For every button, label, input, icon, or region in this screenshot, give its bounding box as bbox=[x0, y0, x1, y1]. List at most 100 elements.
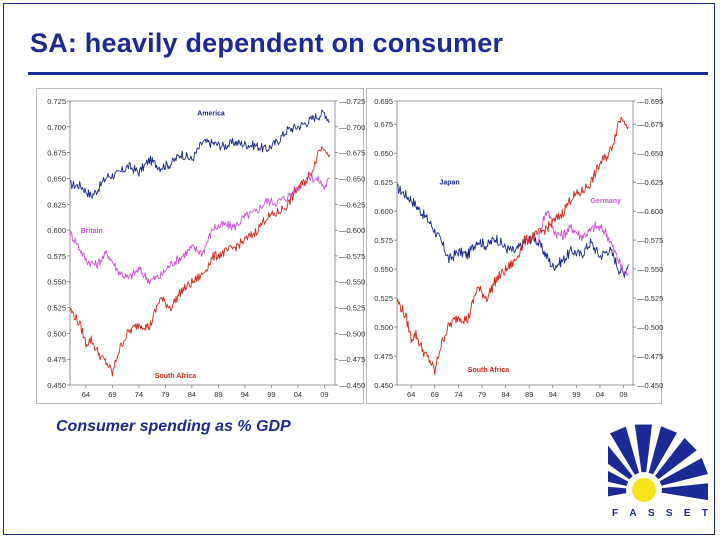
y-tick-label-left: 0.525 bbox=[374, 294, 393, 303]
logo-letter: A bbox=[629, 508, 637, 519]
logo-letter: F bbox=[612, 508, 619, 519]
logo-letter: S bbox=[647, 508, 655, 519]
y-tick-label-left: 0.500 bbox=[374, 323, 393, 332]
logo-wordmark: F A S S E T bbox=[612, 508, 708, 519]
x-tick-label: 79 bbox=[478, 390, 486, 399]
logo-ray bbox=[648, 426, 677, 475]
y-tick-label-right: —0.650 bbox=[339, 174, 365, 183]
x-tick-label: 74 bbox=[454, 390, 462, 399]
y-tick-label-right: —0.725 bbox=[339, 97, 365, 106]
plot-area bbox=[396, 100, 634, 386]
y-tick-label-left: 0.650 bbox=[374, 149, 393, 158]
logo-ray bbox=[655, 438, 697, 480]
y-tick-label-left: 0.675 bbox=[374, 120, 393, 129]
y-tick-label-left: 0.475 bbox=[374, 352, 393, 361]
fasset-logo-icon bbox=[608, 424, 708, 502]
y-tick-label-left: 0.625 bbox=[47, 200, 66, 209]
y-tick-label-right: —0.575 bbox=[637, 236, 663, 245]
y-tick-label-left: 0.550 bbox=[374, 265, 393, 274]
series-line-america bbox=[69, 109, 330, 199]
y-tick-label-left: 0.475 bbox=[47, 355, 66, 364]
y-tick-label-left: 0.725 bbox=[47, 97, 66, 106]
series-label-america: America bbox=[197, 110, 225, 117]
logo-sun bbox=[632, 478, 656, 502]
y-tick-label-left: 0.650 bbox=[47, 174, 66, 183]
x-tick-label: 94 bbox=[549, 390, 557, 399]
y-tick-label-right: —0.550 bbox=[339, 278, 365, 287]
series-line-south-africa bbox=[396, 116, 629, 376]
x-tick-label: 64 bbox=[407, 390, 415, 399]
x-tick-label: 69 bbox=[108, 390, 116, 399]
y-tick-label-right: —0.550 bbox=[637, 265, 663, 274]
y-tick-label-right: —0.525 bbox=[339, 304, 365, 313]
x-tick-label: 89 bbox=[525, 390, 533, 399]
logo-letter: T bbox=[701, 508, 708, 519]
y-tick-label-left: 0.550 bbox=[47, 278, 66, 287]
x-tick-label: 09 bbox=[320, 390, 328, 399]
y-tick-label-right: —0.600 bbox=[637, 207, 663, 216]
y-tick-label-left: 0.695 bbox=[374, 97, 393, 106]
y-tick-label-right: —0.675 bbox=[637, 120, 663, 129]
y-tick-label-left: 0.450 bbox=[374, 381, 393, 390]
logo-ray bbox=[659, 458, 708, 486]
plot-area bbox=[69, 100, 336, 386]
chart-left-svg: 0.450 0.475 0.500 0.525 0.550 0.575 0.600 0.625… bbox=[47, 97, 365, 399]
series-line-britain bbox=[69, 171, 330, 285]
y-tick-label-right: —0.625 bbox=[339, 200, 365, 209]
y-tick-label-right: —0.450 bbox=[339, 381, 365, 390]
x-tick-label: 64 bbox=[82, 390, 90, 399]
y-tick-label-left: 0.575 bbox=[47, 252, 66, 261]
x-tick-label: 04 bbox=[294, 390, 302, 399]
y-tick-label-right: —0.695 bbox=[637, 97, 663, 106]
series-label-south-africa: South Africa bbox=[155, 373, 196, 380]
y-tick-label-left: 0.625 bbox=[374, 178, 393, 187]
y-tick-label-right: —0.625 bbox=[637, 178, 663, 187]
logo-letter: S bbox=[665, 508, 673, 519]
series-label-japan: Japan bbox=[439, 179, 459, 186]
y-tick-label-left: 0.450 bbox=[47, 381, 66, 390]
x-tick-label: 74 bbox=[135, 390, 143, 399]
series-line-south-africa bbox=[69, 145, 331, 377]
slide-title: SA: heavily dependent on consumer bbox=[30, 28, 504, 58]
y-tick-label-left: 0.700 bbox=[47, 123, 66, 132]
y-tick-label-right: —0.650 bbox=[637, 149, 663, 158]
y-tick-label-right: —0.475 bbox=[637, 352, 663, 361]
x-tick-label: 89 bbox=[214, 390, 222, 399]
logo-rays bbox=[608, 424, 708, 501]
y-tick-label-left: 0.600 bbox=[374, 207, 393, 216]
y-tick-label-right: —0.500 bbox=[637, 323, 663, 332]
y-tick-label-right: —0.450 bbox=[637, 381, 663, 390]
y-tick-label-left: 0.575 bbox=[374, 236, 393, 245]
series-line-germany bbox=[538, 210, 629, 276]
y-tick-label-right: —0.500 bbox=[339, 329, 365, 338]
chart-right-svg: 0.450 0.475 0.500 0.525 0.550 0.575 0.600 0.625… bbox=[374, 97, 663, 399]
x-tick-label: 94 bbox=[241, 390, 249, 399]
x-tick-label: 99 bbox=[572, 390, 580, 399]
chart-caption: Consumer spending as % GDP bbox=[56, 418, 291, 435]
y-tick-label-right: —0.475 bbox=[339, 355, 365, 364]
title-underline bbox=[28, 72, 708, 75]
logo-ray bbox=[608, 486, 627, 497]
logo-ray bbox=[634, 424, 652, 473]
y-tick-label-right: —0.600 bbox=[339, 226, 365, 235]
y-tick-label-left: 0.525 bbox=[47, 304, 66, 313]
slide-frame bbox=[3, 3, 715, 535]
x-tick-label: 04 bbox=[596, 390, 604, 399]
x-tick-label: 69 bbox=[431, 390, 439, 399]
logo-ray bbox=[608, 470, 629, 486]
logo-ray bbox=[608, 445, 633, 480]
logo-letter: E bbox=[683, 508, 691, 519]
y-tick-label-right: —0.700 bbox=[339, 123, 365, 132]
x-tick-label: 79 bbox=[161, 390, 169, 399]
logo-ray bbox=[610, 426, 639, 475]
logo-ray bbox=[661, 483, 708, 501]
series-label-germany: Germany bbox=[591, 198, 621, 205]
series-label-britain: Britain bbox=[81, 228, 103, 235]
x-tick-label: 99 bbox=[267, 390, 275, 399]
series-label-south-africa: South Africa bbox=[468, 367, 509, 374]
x-tick-label: 84 bbox=[501, 390, 509, 399]
y-tick-label-left: 0.500 bbox=[47, 329, 66, 338]
y-tick-label-left: 0.600 bbox=[47, 226, 66, 235]
series-line-japan bbox=[396, 183, 629, 278]
chart-panel-right: 0.450 0.475 0.500 0.525 0.550 0.575 0.600 0.625… bbox=[366, 88, 663, 404]
